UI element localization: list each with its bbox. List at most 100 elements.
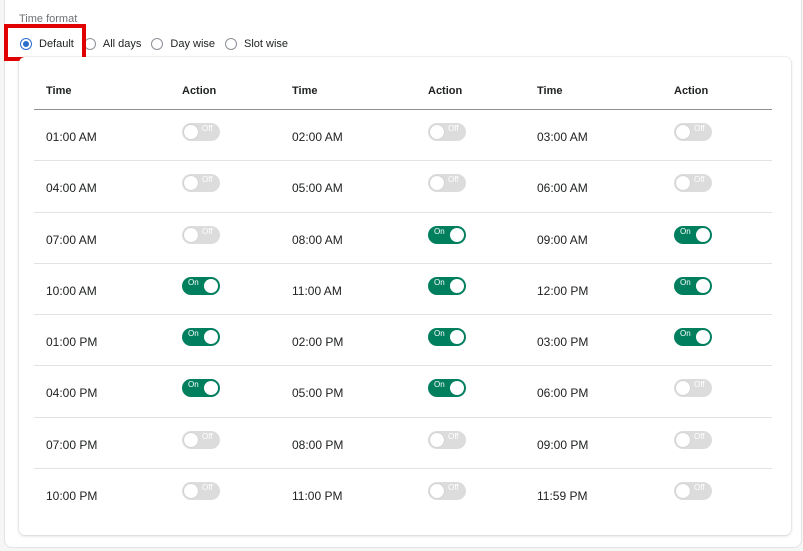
radio-label: Slot wise — [244, 38, 289, 50]
radio-all-days[interactable]: All days — [83, 38, 141, 50]
toggle-state-label: On — [434, 329, 445, 339]
table-body: 01:00 AM Off 02:00 AM Off 03:00 AM Off 04:00 A… — [34, 110, 772, 520]
toggle-knob — [430, 125, 444, 139]
action-toggle[interactable]: Off — [674, 174, 712, 193]
time-format-radio-group: Default All days Day wise Slot wise — [20, 35, 298, 53]
time-cell: 10:00 PM — [46, 489, 98, 504]
radio-circle-icon[interactable] — [83, 38, 96, 50]
toggle-knob — [430, 432, 444, 447]
toggle-knob — [696, 330, 710, 345]
toggle-knob — [184, 432, 198, 447]
radio-label: Default — [39, 38, 74, 50]
toggle-knob — [696, 227, 710, 242]
toggle-knob — [450, 227, 464, 242]
toggle-knob — [204, 381, 218, 396]
toggle-state-label: Off — [202, 175, 213, 185]
toggle-state-label: Off — [202, 431, 213, 441]
toggle-knob — [676, 381, 690, 396]
time-cell: 03:00 PM — [537, 335, 589, 350]
time-cell: 07:00 PM — [46, 437, 98, 452]
toggle-state-label: Off — [202, 124, 213, 133]
action-toggle[interactable]: On — [428, 276, 466, 295]
toggle-state-label: Off — [694, 175, 705, 185]
time-cell: 09:00 PM — [537, 437, 589, 452]
radio-circle-icon[interactable] — [20, 38, 32, 50]
toggle-knob — [184, 125, 198, 139]
action-toggle[interactable]: On — [182, 328, 220, 347]
action-toggle[interactable]: Off — [182, 430, 220, 449]
time-cell: 05:00 PM — [292, 386, 344, 401]
time-cell: 04:00 AM — [46, 181, 97, 196]
action-toggle[interactable]: On — [428, 379, 466, 398]
toggle-state-label: Off — [202, 226, 213, 236]
table-row: 07:00 AM Off 08:00 AM On 09:00 AM On — [34, 213, 772, 264]
action-toggle[interactable]: Off — [182, 123, 220, 141]
time-cell: 08:00 AM — [292, 232, 343, 247]
table-header: Time Action Time Action Time Action — [34, 57, 772, 110]
radio-circle-icon[interactable] — [151, 38, 164, 50]
table-row: 10:00 PM Off 11:00 PM Off 11:59 PM Off — [34, 469, 772, 520]
action-toggle[interactable]: On — [428, 225, 466, 244]
toggle-knob — [450, 330, 464, 345]
toggle-state-label: On — [680, 226, 691, 236]
toggle-knob — [676, 432, 690, 447]
toggle-state-label: On — [188, 277, 199, 287]
action-toggle[interactable]: Off — [428, 482, 466, 501]
action-toggle[interactable]: On — [674, 276, 712, 295]
toggle-knob — [676, 176, 690, 191]
action-toggle[interactable]: Off — [674, 430, 712, 449]
action-toggle[interactable]: Off — [428, 174, 466, 193]
toggle-state-label: Off — [448, 483, 459, 493]
table-row: 04:00 PM On 05:00 PM On 06:00 PM Off — [34, 366, 772, 418]
toggle-state-label: On — [188, 329, 199, 339]
action-toggle[interactable]: Off — [182, 482, 220, 501]
toggle-state-label: On — [434, 277, 445, 287]
toggle-state-label: Off — [448, 124, 459, 133]
time-cell: 01:00 PM — [46, 335, 98, 350]
header-time: Time — [292, 85, 318, 97]
header-action: Action — [674, 85, 709, 97]
toggle-state-label: Off — [694, 483, 705, 493]
action-toggle[interactable]: Off — [182, 225, 220, 244]
action-toggle[interactable]: On — [674, 225, 712, 244]
toggle-knob — [430, 176, 444, 191]
time-cell: 03:00 AM — [537, 130, 588, 144]
time-cell: 06:00 PM — [537, 386, 589, 401]
toggle-state-label: Off — [448, 431, 459, 441]
action-toggle[interactable]: Off — [674, 123, 712, 141]
toggle-state-label: Off — [694, 124, 705, 133]
schedule-table: Time Action Time Action Time Action 01:0… — [34, 57, 772, 520]
toggle-knob — [696, 278, 710, 293]
radio-slot-wise[interactable]: Slot wise — [225, 38, 288, 50]
radio-default[interactable]: Default — [20, 38, 74, 50]
time-cell: 07:00 AM — [46, 232, 97, 247]
toggle-knob — [204, 278, 218, 293]
header-action: Action — [428, 85, 463, 97]
time-cell: 05:00 AM — [292, 181, 343, 196]
radio-day-wise[interactable]: Day wise — [151, 38, 215, 50]
action-toggle[interactable]: On — [182, 379, 220, 398]
toggle-knob — [450, 381, 464, 396]
toggle-state-label: On — [680, 277, 691, 287]
action-toggle[interactable]: Off — [428, 430, 466, 449]
action-toggle[interactable]: Off — [182, 174, 220, 193]
toggle-knob — [184, 176, 198, 191]
action-toggle[interactable]: Off — [428, 123, 466, 141]
header-time: Time — [46, 85, 72, 97]
action-toggle[interactable]: On — [182, 276, 220, 295]
toggle-state-label: Off — [202, 483, 213, 493]
toggle-state-label: On — [434, 226, 445, 236]
radio-circle-icon[interactable] — [225, 38, 238, 50]
time-cell: 08:00 PM — [292, 437, 344, 452]
time-cell: 09:00 AM — [537, 232, 588, 247]
toggle-state-label: On — [680, 329, 691, 339]
action-toggle[interactable]: Off — [674, 379, 712, 398]
table-row: 01:00 AM Off 02:00 AM Off 03:00 AM Off — [34, 110, 772, 162]
header-action: Action — [182, 85, 217, 97]
action-toggle[interactable]: On — [674, 328, 712, 347]
toggle-state-label: Off — [694, 431, 705, 441]
action-toggle[interactable]: Off — [674, 482, 712, 501]
action-toggle[interactable]: On — [428, 328, 466, 347]
toggle-knob — [676, 125, 690, 139]
